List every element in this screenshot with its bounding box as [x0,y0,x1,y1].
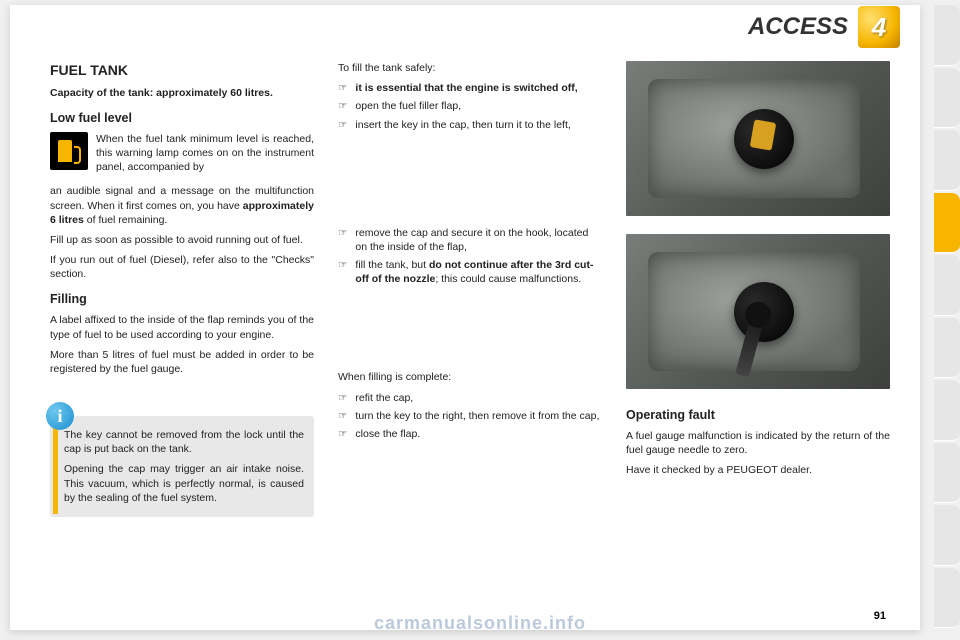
b5a: fill the tank, but [355,259,429,271]
side-tab [934,380,960,441]
info-text-1: The key cannot be removed from the lock … [64,428,304,456]
fill-safely-intro: To fill the tank safely: [338,61,602,75]
low-fuel-text-3: Fill up as soon as possible to avoid run… [50,233,314,247]
bullet-icon: ☞ [338,99,347,113]
bullet-c3: ☞ close the flap. [338,427,602,441]
heading-filling: Filling [50,291,314,308]
bullet-c1-text: refit the cap, [355,391,413,405]
bullet-icon: ☞ [338,226,347,254]
heading-operating-fault: Operating fault [626,407,890,424]
bullet-icon: ☞ [338,409,347,423]
fuel-pump-icon [50,132,88,170]
bullet-4-text: remove the cap and secure it on the hook… [355,226,602,254]
low-fuel-block: When the fuel tank minimum level is reac… [50,132,314,181]
photo-cap-turn [626,61,890,216]
bullet-c2: ☞ turn the key to the right, then remove… [338,409,602,423]
op-fault-text-2: Have it checked by a PEUGEOT dealer. [626,463,890,477]
bullet-icon: ☞ [338,427,347,441]
heading-low-fuel: Low fuel level [50,110,314,127]
column-2: To fill the tank safely: ☞ it is essenti… [338,61,602,610]
bullet-1-text: it is essential that the engine is switc… [355,81,577,95]
bullet-4: ☞ remove the cap and secure it on the ho… [338,226,602,254]
complete-intro: When filling is complete: [338,370,602,384]
low-fuel-text-1: When the fuel tank minimum level is reac… [96,132,314,175]
bullet-icon: ☞ [338,258,347,286]
b5c: ; this could cause malfunctions. [435,273,581,285]
bullet-icon: ☞ [338,118,347,132]
side-tab [934,255,960,316]
bullet-c2-text: turn the key to the right, then remove i… [355,409,599,423]
column-1: FUEL TANK Capacity of the tank: approxim… [50,61,314,610]
capacity-text: Capacity of the tank: approximately 60 l… [50,86,314,100]
side-tab-active [934,193,960,254]
bullet-1: ☞ it is essential that the engine is swi… [338,81,602,95]
bullet-icon: ☞ [338,81,347,95]
page-header: ACCESS 4 [10,5,920,49]
page-number: 91 [874,610,886,622]
side-tab [934,68,960,129]
bullet-5-text: fill the tank, but do not continue after… [355,258,602,286]
bullet-2: ☞ open the fuel filler flap, [338,99,602,113]
content-columns: FUEL TANK Capacity of the tank: approxim… [50,61,890,610]
bullet-c1: ☞ refit the cap, [338,391,602,405]
bullet-c3-text: close the flap. [355,427,420,441]
bullet-2-text: open the fuel filler flap, [355,99,461,113]
bullet-3-text: insert the key in the cap, then turn it … [355,118,570,132]
section-title: ACCESS [748,13,848,41]
bullet-icon: ☞ [338,391,347,405]
side-tab [934,130,960,191]
side-tab [934,505,960,566]
bullet-3: ☞ insert the key in the cap, then turn i… [338,118,602,132]
low2c: of fuel remaining. [84,214,167,226]
info-text-2: Opening the cap may trigger an air intak… [64,462,304,505]
side-tab [934,318,960,379]
column-3: Operating fault A fuel gauge malfunction… [626,61,890,610]
side-tabs [934,5,960,630]
side-tab [934,568,960,629]
manual-page: ACCESS 4 FUEL TANK Capacity of the tank:… [10,5,920,630]
filling-text-1: A label affixed to the inside of the fla… [50,313,314,341]
heading-fuel-tank: FUEL TANK [50,61,314,80]
bullet-5: ☞ fill the tank, but do not continue aft… [338,258,602,286]
low-fuel-text-4: If you run out of fuel (Diesel), refer a… [50,253,314,281]
low-fuel-text-2: an audible signal and a message on the m… [50,184,314,227]
info-icon: i [46,402,74,430]
filling-text-2: More than 5 litres of fuel must be added… [50,348,314,376]
side-tab [934,443,960,504]
photo-cap-key [626,234,890,389]
chapter-badge: 4 [858,6,900,48]
op-fault-text-1: A fuel gauge malfunction is indicated by… [626,429,890,457]
callout-stripe [53,419,58,514]
side-tab [934,5,960,66]
cap-shape [734,109,794,169]
info-callout: i The key cannot be removed from the loc… [50,416,314,517]
